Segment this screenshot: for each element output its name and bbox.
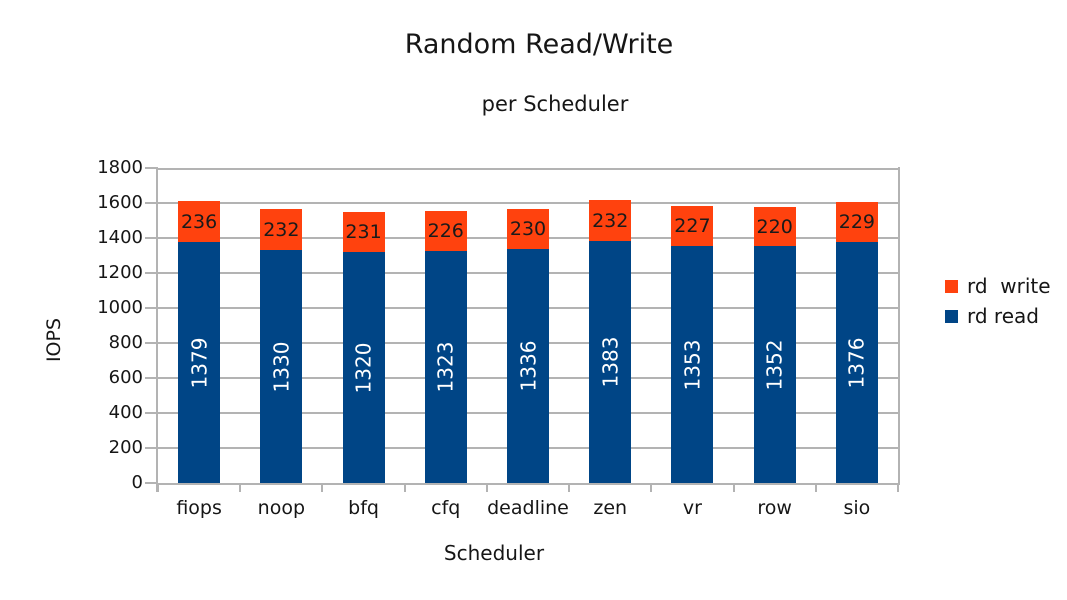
chart-subtitle: per Scheduler [481,92,629,116]
bar-value-label: 1352 [762,339,787,390]
legend-item: rd read [945,301,1051,331]
x-axis-line [156,483,900,485]
bar-value-label: 232 [263,218,300,241]
y-tick-label: 1000 [97,297,143,318]
bar-vr-rd-write: 227 [671,206,714,246]
y-tick-mark [145,237,158,239]
chart-title: Random Read/Write [404,29,674,60]
x-tick-label: sio [843,497,871,519]
x-tick-label: fiops [176,497,222,519]
y-axis-line [156,167,158,492]
y-tick-mark [145,307,158,309]
bar-value-label: 1336 [516,340,540,392]
x-tick-mark [568,485,571,492]
y-tick-mark [145,377,158,379]
x-tick-mark [239,485,242,492]
bar-value-label: 1383 [598,336,623,388]
legend-item-label: rd write [967,274,1051,298]
x-tick-mark [321,485,324,492]
bar-value-label: 231 [345,221,382,243]
plot-area: 0 200 400 600 800 1000 1200 1400 1600 1800 1379 236… [97,158,900,493]
bar-sio-rd-write: 229 [835,202,878,242]
x-tick-label: zen [593,497,628,519]
x-tick-mark [650,485,653,492]
bar-noop-rd-read: 1330 [260,250,303,483]
x-tick-label: cfq [431,497,461,519]
legend-item-label: rd read [967,304,1039,328]
legend-color-swatch [945,279,958,293]
y-axis-title: IOPS [43,317,65,363]
bar-value-label: 1376 [844,337,869,388]
bar-value-label: 229 [838,211,875,233]
y-tick-mark [145,202,158,204]
x-tick-mark [403,485,406,492]
bar-sio-rd-read: 1376 [835,242,878,483]
bar-row-rd-read: 1352 [753,246,796,483]
bar-value-label: 236 [180,210,218,233]
y-tick-label: 400 [108,402,143,423]
y-tick-mark [145,447,158,449]
y-tick-mark [145,167,158,169]
bar-value-label: 1379 [187,337,212,388]
legend-color-swatch [945,309,958,323]
x-tick-mark [897,485,899,492]
x-tick-label: row [757,497,792,519]
bar-value-label: 226 [427,220,464,242]
bar-cfq-rd-write: 226 [424,211,467,251]
bar-cfq-rd-read: 1323 [424,251,467,483]
y-tick-mark [145,342,158,344]
y-tick-label: 0 [131,472,143,493]
x-tick-mark [485,485,488,492]
plot-right-border [898,167,900,483]
bar-value-label: 232 [592,209,629,232]
bar-value-label: 1323 [433,341,458,393]
bar-zen-rd-read: 1383 [589,241,632,483]
y-tick-label: 1200 [97,262,143,283]
y-tick-mark [145,272,158,274]
y-tick-label: 800 [108,332,143,353]
bar-fiops-rd-write: 236 [178,201,221,242]
bar-bfq-rd-write: 231 [342,212,385,252]
x-tick-label: noop [257,497,306,519]
x-axis-labels: fiops noop bfq cfq deadline zen vr row sio [158,497,898,523]
bar-value-label: 227 [674,215,711,237]
bar-bfq-rd-read: 1320 [342,252,385,483]
y-tick-label: 600 [108,367,143,388]
y-tick-label: 1600 [97,192,143,213]
x-tick-mark [157,485,159,492]
y-tick-label: 1800 [97,157,143,178]
gridline [158,168,898,170]
x-tick-label: bfq [348,497,379,519]
bar-value-label: 230 [509,218,547,240]
bar-fiops-rd-read: 1379 [178,242,221,483]
legend-item: rd write [945,271,1051,301]
bar-value-label: 220 [756,215,793,238]
bar-noop-rd-write: 232 [260,209,303,250]
bar-row-rd-write: 220 [753,207,796,246]
legend: rd write rd read [945,271,1051,331]
y-tick-label: 1400 [97,227,143,248]
bar-zen-rd-write: 232 [589,200,632,241]
x-tick-label: vr [682,497,702,519]
y-tick-mark [145,482,158,484]
bar-deadline-rd-write: 230 [507,209,549,249]
x-tick-label: deadline [487,497,569,519]
bar-value-label: 1330 [269,341,294,392]
x-tick-mark [732,485,735,492]
y-tick-label: 200 [108,437,143,458]
gridline [158,202,898,204]
x-axis-title: Scheduler [443,541,545,565]
bar-value-label: 1353 [680,339,705,390]
y-tick-mark [145,412,158,414]
bar-value-label: 1320 [351,342,376,393]
bar-deadline-rd-read: 1336 [507,249,549,483]
x-tick-mark [814,485,817,492]
bar-vr-rd-read: 1353 [671,246,714,483]
